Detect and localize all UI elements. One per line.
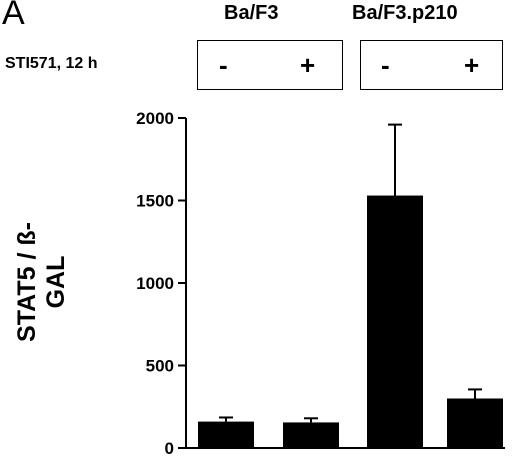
bar-1 <box>198 421 254 448</box>
group-bracket-baf3 <box>197 40 343 90</box>
group-bracket-baf3-p210 <box>360 40 503 90</box>
y-tick-label-2: 1000 <box>136 274 174 293</box>
treatment-sign-4: + <box>464 50 480 80</box>
panel-letter: A <box>2 0 25 32</box>
treatment-sign-3: - <box>381 50 390 80</box>
bar-2 <box>283 422 339 448</box>
y-tick-label-0: 0 <box>165 439 174 458</box>
treatment-label: STI571, 12 h <box>5 55 98 72</box>
treatment-sign-1: - <box>219 50 228 80</box>
y-tick-label-1: 500 <box>146 357 174 376</box>
bar-4 <box>447 398 503 448</box>
y-tick-label-4: 2000 <box>136 109 174 128</box>
group-label-baf3-p210: Ba/F3.p210 <box>352 2 458 24</box>
bar-3 <box>367 195 423 448</box>
treatment-sign-2: + <box>300 50 316 80</box>
y-tick-label-3: 1500 <box>136 192 174 211</box>
group-label-baf3: Ba/F3 <box>224 2 279 24</box>
